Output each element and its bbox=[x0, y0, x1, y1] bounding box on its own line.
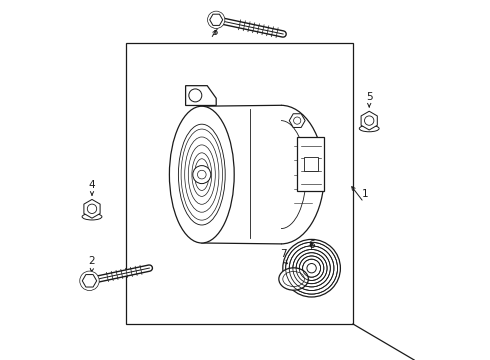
Ellipse shape bbox=[178, 124, 225, 225]
Text: 7: 7 bbox=[281, 249, 287, 259]
Ellipse shape bbox=[359, 125, 379, 132]
Polygon shape bbox=[186, 86, 216, 105]
Bar bbox=[126, 43, 353, 324]
Text: 5: 5 bbox=[366, 92, 372, 102]
Circle shape bbox=[80, 271, 99, 291]
Text: 1: 1 bbox=[362, 189, 369, 199]
Text: 2: 2 bbox=[89, 256, 96, 266]
Text: 3: 3 bbox=[211, 27, 218, 37]
Circle shape bbox=[208, 11, 225, 28]
Ellipse shape bbox=[279, 268, 308, 290]
Bar bbox=[297, 137, 324, 191]
Circle shape bbox=[283, 239, 341, 297]
Bar bbox=[304, 157, 318, 171]
Circle shape bbox=[307, 264, 316, 273]
Ellipse shape bbox=[82, 213, 102, 220]
Circle shape bbox=[189, 89, 202, 102]
Ellipse shape bbox=[170, 106, 234, 243]
Circle shape bbox=[193, 166, 211, 184]
Text: 4: 4 bbox=[89, 180, 96, 190]
Text: 6: 6 bbox=[308, 240, 315, 250]
